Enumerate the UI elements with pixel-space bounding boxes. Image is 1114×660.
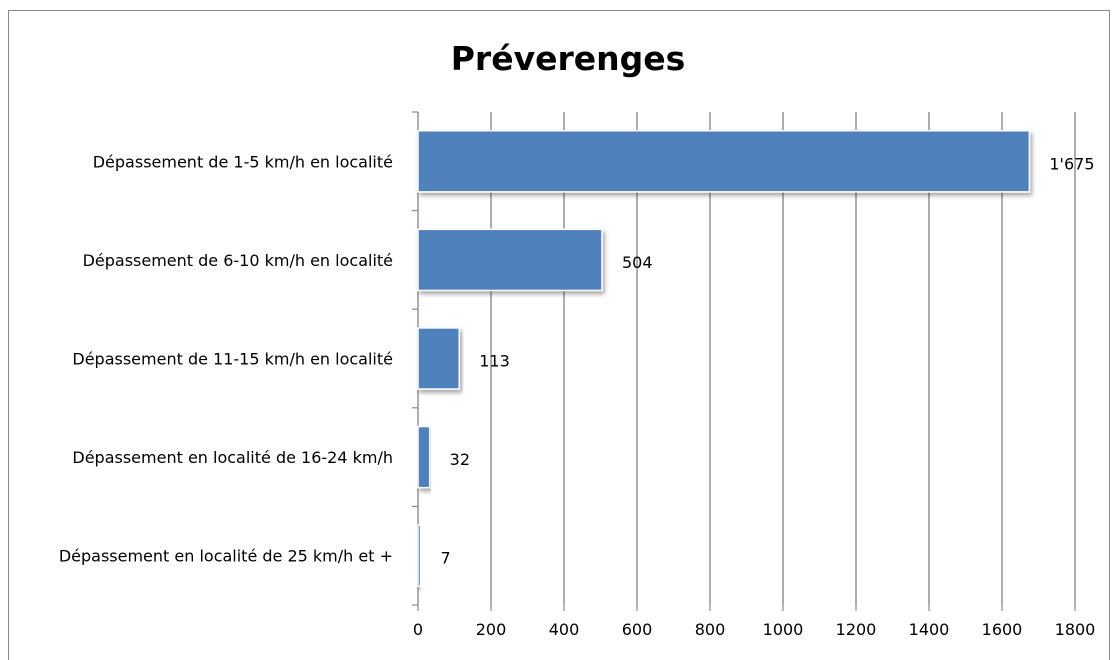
category-label: Dépassement de 11-15 km/h en localité: [72, 350, 393, 369]
gridlines: [490, 112, 1076, 605]
x-tick-label: 200: [476, 620, 507, 639]
x-tick-label: 600: [622, 620, 653, 639]
x-tick-label: 400: [549, 620, 580, 639]
data-label: 7: [441, 549, 451, 568]
bar: [417, 228, 603, 292]
x-tick-label: 0: [413, 620, 423, 639]
category-label: Dépassement de 1-5 km/h en localité: [93, 152, 393, 171]
axes: 0 200 400 600 800 1000 1200 1400 1600 1800: [412, 111, 1096, 639]
bar: [417, 327, 460, 390]
bar: [417, 129, 1031, 193]
data-label: 113: [479, 352, 510, 371]
chart-frame: [8, 10, 1110, 660]
x-tick-label: 1200: [836, 620, 877, 639]
data-label: 1'675: [1049, 154, 1094, 173]
category-label: Dépassement en localité de 16-24 km/h: [72, 448, 393, 467]
x-tick-label: 800: [695, 620, 726, 639]
x-tick-label: 1600: [982, 620, 1023, 639]
chart-title: Préverenges: [451, 39, 686, 78]
labels: Dépassement de 1-5 km/h en localité 1'675…: [59, 152, 1095, 567]
bars: [417, 129, 1031, 588]
bar: [417, 425, 431, 489]
category-label: Dépassement de 6-10 km/h en localité: [83, 251, 393, 270]
data-label: 32: [450, 450, 470, 469]
x-tick-label: 1000: [763, 620, 804, 639]
data-label: 504: [622, 253, 653, 272]
category-label: Dépassement en localité de 25 km/h et +: [59, 547, 393, 566]
bar: [417, 524, 422, 588]
x-tick-label: 1400: [909, 620, 950, 639]
x-tick-label: 1800: [1055, 620, 1096, 639]
